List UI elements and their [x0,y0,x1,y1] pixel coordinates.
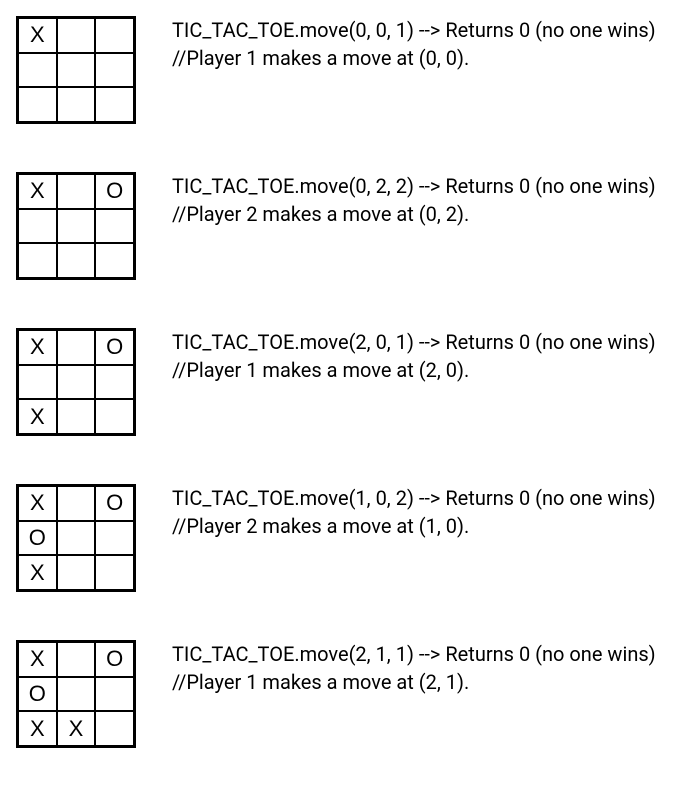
step-comment-text: //Player 2 makes a move at (1, 0). [172,512,658,540]
step-0: X TIC_TAC_TOE.move(0, 0, 1) --> Returns 0… [16,16,658,124]
board-cell [57,174,96,209]
tictactoe-board: XOOX [16,484,136,592]
tictactoe-board: XOOXX [16,640,136,748]
board-cell: X [18,642,57,677]
step-code-text: TIC_TAC_TOE.move(0, 2, 2) --> Returns 0 … [172,172,658,200]
board-cell: X [18,711,57,746]
board-cell: O [95,330,134,365]
steps-container: X TIC_TAC_TOE.move(0, 0, 1) --> Returns 0… [16,16,658,748]
board-cell [57,486,96,521]
board-cell [95,18,134,53]
board-cell: X [18,486,57,521]
board-cell [18,53,57,88]
step-comment-text: //Player 1 makes a move at (2, 0). [172,356,658,384]
board-cell [57,209,96,244]
step-code-text: TIC_TAC_TOE.move(2, 1, 1) --> Returns 0 … [172,640,658,668]
board-cell [18,209,57,244]
board-cell [95,365,134,400]
board-cell [18,243,57,278]
step-code-text: TIC_TAC_TOE.move(1, 0, 2) --> Returns 0 … [172,484,658,512]
board-cell [57,330,96,365]
board-cell [95,521,134,556]
step-description: TIC_TAC_TOE.move(2, 1, 1) --> Returns 0 … [172,640,658,696]
board-cell: O [18,521,57,556]
board-cell: X [18,555,57,590]
board-cell [57,521,96,556]
step-code-text: TIC_TAC_TOE.move(0, 0, 1) --> Returns 0 … [172,16,658,44]
board-cell [57,243,96,278]
board-cell [95,711,134,746]
board-cell: X [57,711,96,746]
step-2: X O X TIC_TAC_TOE.move(2, 0, 1) --> Returns… [16,328,658,436]
board-cell [95,677,134,712]
board-cell: O [95,642,134,677]
board-cell [57,87,96,122]
step-4: XOOXXTIC_TAC_TOE.move(2, 1, 1) --> Retur… [16,640,658,748]
step-comment-text: //Player 1 makes a move at (2, 1). [172,668,658,696]
board-cell: O [95,174,134,209]
board-cell [57,53,96,88]
board-cell [95,87,134,122]
board-cell [95,53,134,88]
tictactoe-board: XO [16,172,136,280]
board-cell: X [18,18,57,53]
step-comment-text: //Player 2 makes a move at (0, 2). [172,200,658,228]
board-cell: X [18,399,57,434]
board-cell: O [95,486,134,521]
board-cell: O [18,677,57,712]
tictactoe-board: X O X [16,328,136,436]
board-cell [95,209,134,244]
step-code-text: TIC_TAC_TOE.move(2, 0, 1) --> Returns 0 … [172,328,658,356]
tictactoe-board: X [16,16,136,124]
step-1: XOTIC_TAC_TOE.move(0, 2, 2) --> Returns … [16,172,658,280]
step-description: TIC_TAC_TOE.move(0, 2, 2) --> Returns 0 … [172,172,658,228]
step-description: TIC_TAC_TOE.move(2, 0, 1) --> Returns 0 … [172,328,658,384]
board-cell [57,399,96,434]
board-cell [57,18,96,53]
board-cell [57,365,96,400]
step-comment-text: //Player 1 makes a move at (0, 0). [172,44,658,72]
board-cell [95,399,134,434]
board-cell [95,243,134,278]
board-cell [57,642,96,677]
board-cell [57,555,96,590]
board-cell: X [18,330,57,365]
board-cell [18,87,57,122]
step-3: XOOXTIC_TAC_TOE.move(1, 0, 2) --> Return… [16,484,658,592]
board-cell [95,555,134,590]
step-description: TIC_TAC_TOE.move(1, 0, 2) --> Returns 0 … [172,484,658,540]
step-description: TIC_TAC_TOE.move(0, 0, 1) --> Returns 0 … [172,16,658,72]
board-cell [57,677,96,712]
board-cell [18,365,57,400]
board-cell: X [18,174,57,209]
